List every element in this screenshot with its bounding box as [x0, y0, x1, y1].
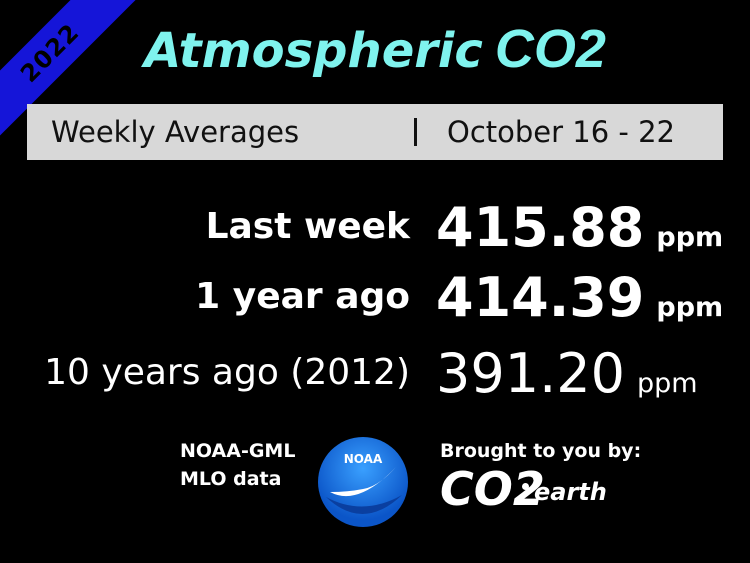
- row-value: 414.39 ppm: [436, 266, 723, 329]
- noaa-bird: [326, 467, 402, 515]
- title-main: Atmospheric: [144, 23, 483, 79]
- subtitle-right: October 16 - 22: [447, 115, 675, 149]
- value: 415.88: [436, 196, 645, 259]
- separator: [414, 118, 417, 146]
- row-value: 391.20 ppm: [436, 342, 698, 405]
- unit: ppm: [656, 222, 724, 253]
- unit: ppm: [656, 292, 724, 323]
- title: Atmospheric CO2: [0, 18, 750, 80]
- source-line: MLO data: [180, 468, 282, 490]
- logo-dot: [522, 483, 529, 490]
- source-line: NOAA-GML: [180, 440, 296, 462]
- value: 414.39: [436, 266, 645, 329]
- row-label: 10 years ago (2012): [44, 352, 410, 393]
- wave: [326, 495, 402, 515]
- bird-shape: [330, 467, 396, 497]
- row-label: 1 year ago: [195, 276, 410, 317]
- title-emphasis: CO2: [494, 19, 606, 79]
- credit-text: Brought to you by:: [440, 440, 642, 462]
- unit: ppm: [636, 368, 698, 399]
- credit-logo-main: CO2: [440, 462, 545, 516]
- subtitle-left: Weekly Averages: [51, 115, 300, 149]
- credit-logo-sub: earth: [534, 478, 607, 506]
- row-value: 415.88 ppm: [436, 196, 723, 259]
- noaa-logo: [318, 437, 408, 527]
- row-label: Last week: [205, 206, 410, 247]
- value: 391.20: [436, 342, 625, 405]
- subtitle-band: Weekly Averages October 16 - 22: [27, 104, 723, 160]
- noaa-logo-text: NOAA: [343, 452, 383, 466]
